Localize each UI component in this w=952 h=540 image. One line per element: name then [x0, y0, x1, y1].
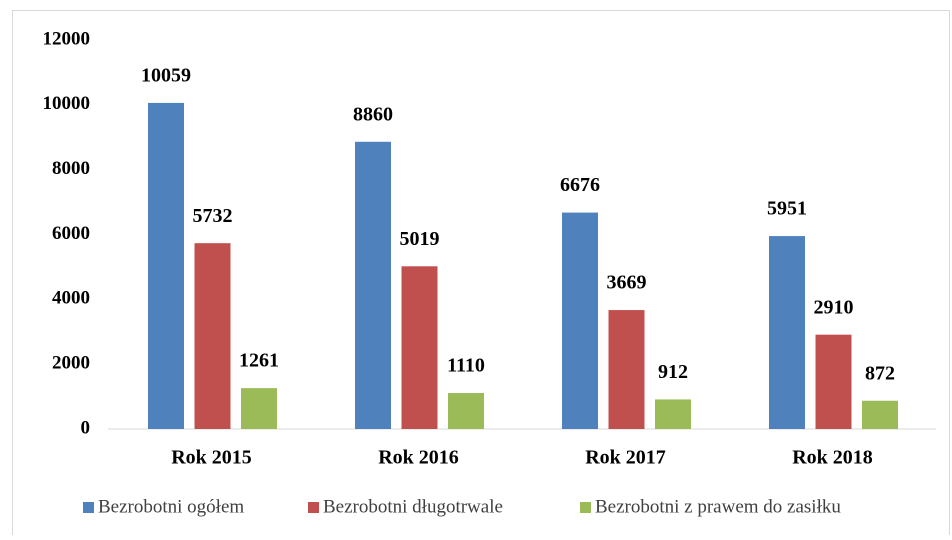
y-tick-label: 0 [81, 417, 91, 438]
bar [769, 236, 805, 429]
legend-swatch [308, 502, 319, 513]
bar [562, 212, 598, 429]
y-tick-label: 10000 [43, 93, 91, 114]
data-label: 912 [658, 361, 688, 383]
data-label: 8860 [353, 103, 393, 125]
data-label: 10059 [141, 65, 191, 87]
bar [241, 388, 277, 429]
y-tick-label: 12000 [43, 28, 91, 49]
bar [448, 393, 484, 429]
bar [355, 141, 391, 429]
bar [655, 399, 691, 429]
data-label: 1261 [239, 350, 279, 372]
legend-swatch [580, 502, 591, 513]
data-label: 6676 [560, 174, 600, 196]
data-label: 5951 [767, 198, 807, 220]
chart-frame [12, 10, 950, 540]
legend-label: Bezrobotni długotrwale [323, 496, 503, 517]
y-tick-label: 6000 [52, 223, 90, 244]
y-tick-label: 4000 [52, 288, 90, 309]
data-label: 5019 [400, 228, 440, 250]
legend-label: Bezrobotni z prawem do zasiłku [595, 496, 841, 517]
bar [148, 102, 184, 430]
data-label: 872 [865, 362, 895, 384]
y-tick-label: 2000 [52, 353, 90, 374]
x-tick-label: Rok 2015 [171, 447, 252, 469]
bar [815, 334, 852, 429]
data-label: 3669 [607, 272, 647, 294]
data-label: 2910 [814, 296, 854, 318]
legend-swatch [83, 502, 94, 513]
x-tick-label: Rok 2017 [585, 447, 666, 469]
bar [401, 266, 438, 429]
bar [862, 400, 898, 429]
y-tick-label: 8000 [52, 158, 90, 179]
bar [608, 310, 645, 429]
data-label: 1110 [447, 355, 485, 377]
bar [194, 243, 231, 429]
x-tick-label: Rok 2018 [792, 447, 873, 469]
x-tick-label: Rok 2016 [378, 447, 459, 469]
legend-label: Bezrobotni ogółem [98, 496, 244, 517]
data-label: 5732 [193, 205, 233, 227]
